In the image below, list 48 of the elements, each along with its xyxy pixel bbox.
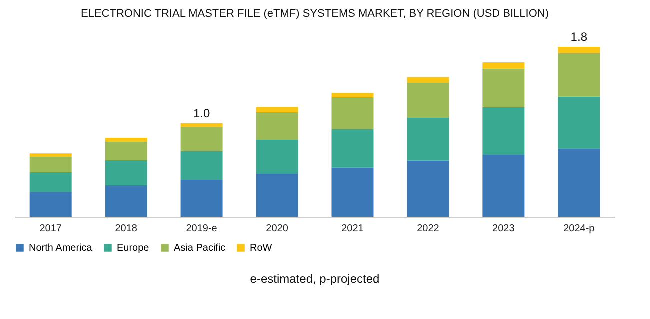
bar — [332, 97, 374, 130]
bar — [482, 107, 525, 155]
bar — [105, 160, 148, 186]
x-tick-label: 2024-p — [564, 224, 596, 234]
bar — [180, 123, 223, 128]
bar — [332, 93, 374, 98]
bar — [30, 172, 72, 192]
legend-label: Europe — [117, 243, 150, 254]
bar — [180, 180, 223, 217]
bar — [256, 112, 298, 140]
bar — [558, 47, 600, 54]
x-tick-label: 2020 — [266, 224, 289, 234]
bar — [332, 168, 374, 217]
x-tick-label: 2023 — [492, 224, 516, 234]
bar — [30, 154, 72, 157]
bar — [482, 154, 525, 217]
x-tick-label: 2021 — [342, 224, 364, 234]
bar — [180, 127, 223, 152]
bar — [407, 160, 450, 217]
bar — [105, 186, 148, 217]
bar — [105, 138, 148, 142]
legend-label: North America — [29, 243, 93, 254]
text: e-estimated, p-projected — [250, 272, 380, 286]
annotation: 1.0 — [193, 106, 210, 120]
x-tick-label: 2018 — [115, 224, 138, 234]
bar — [30, 192, 72, 217]
bar — [482, 68, 525, 108]
bar — [332, 129, 374, 168]
bar — [256, 174, 298, 217]
x-tick-label: 2017 — [40, 224, 62, 234]
bar — [180, 151, 223, 180]
bar — [256, 107, 298, 112]
x-tick-label: 2022 — [417, 224, 440, 234]
chart-title: ELECTRONIC TRIAL MASTER FILE (eTMF) SYSTEMS MARKET, BY REGION (USD BILLION) — [81, 8, 549, 20]
bar — [407, 83, 450, 118]
bar — [407, 77, 450, 84]
bar — [558, 96, 600, 149]
bar — [30, 156, 72, 172]
x-tick-label: 2019-e — [186, 224, 218, 234]
bar — [105, 142, 148, 161]
bar — [482, 62, 525, 69]
bar — [407, 118, 450, 161]
legend-label: RoW — [250, 243, 273, 254]
legend-label: Asia Pacific — [174, 243, 226, 254]
bar — [558, 53, 600, 97]
bar — [256, 140, 298, 174]
bar — [558, 148, 600, 217]
annotation: 1.8 — [570, 30, 588, 44]
